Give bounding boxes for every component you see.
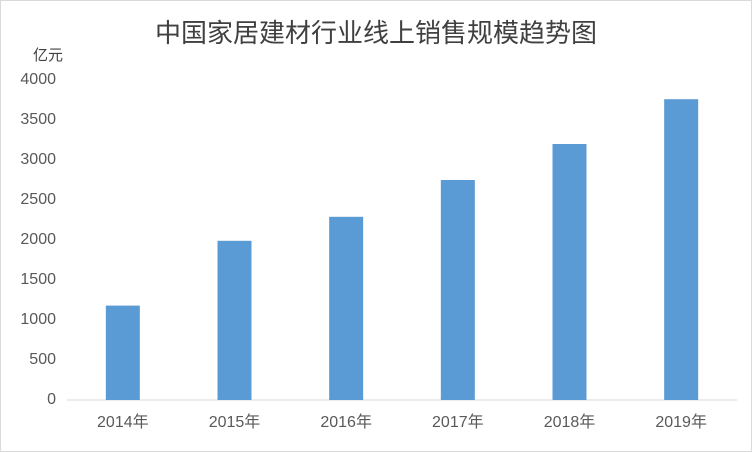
y-tick-label: 1500 <box>20 271 56 288</box>
bar <box>440 180 475 400</box>
y-tick-label: 0 <box>47 391 56 408</box>
bar <box>552 144 587 400</box>
bar <box>329 216 364 400</box>
x-tick-label: 2017年 <box>432 413 484 431</box>
chart-title: 中国家居建材行业线上销售规模趋势图 <box>155 19 597 49</box>
x-tick-label: 2015年 <box>209 413 261 431</box>
y-axis-label: 亿元 <box>33 47 63 64</box>
y-tick-label: 500 <box>29 351 56 368</box>
x-tick-label: 2018年 <box>544 413 596 431</box>
y-tick-label: 2000 <box>20 231 56 248</box>
bar <box>105 305 140 400</box>
bar <box>664 99 699 400</box>
x-tick-label: 2019年 <box>655 413 707 431</box>
y-tick-label: 3000 <box>20 151 56 168</box>
y-tick-label: 3500 <box>20 111 56 128</box>
x-tick-label: 2014年 <box>97 413 149 431</box>
x-tick-label: 2016年 <box>320 413 372 431</box>
y-tick-label: 2500 <box>20 191 56 208</box>
y-tick-label: 1000 <box>20 311 56 328</box>
y-tick-label: 4000 <box>20 71 56 88</box>
bar <box>217 240 252 400</box>
